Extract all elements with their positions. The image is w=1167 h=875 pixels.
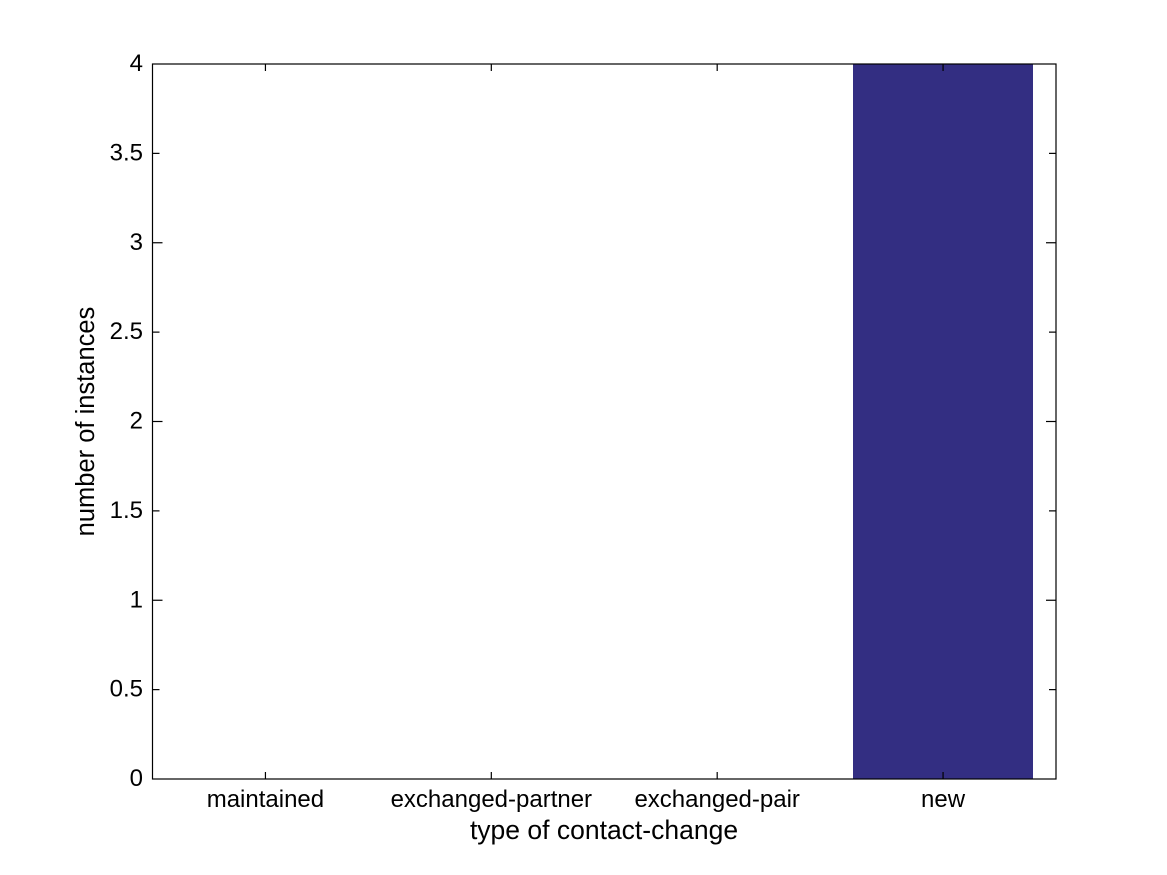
svg-text:1: 1 — [130, 586, 143, 613]
svg-text:2.5: 2.5 — [110, 318, 143, 345]
svg-text:number of instances: number of instances — [72, 307, 100, 537]
svg-text:new: new — [921, 786, 966, 813]
svg-text:0: 0 — [130, 765, 143, 792]
svg-text:4: 4 — [130, 50, 143, 77]
svg-text:0.5: 0.5 — [110, 676, 143, 703]
svg-text:exchanged-partner: exchanged-partner — [391, 786, 592, 813]
svg-text:2: 2 — [130, 408, 143, 435]
svg-text:type of contact-change: type of contact-change — [470, 815, 738, 845]
svg-text:exchanged-pair: exchanged-pair — [634, 786, 799, 813]
svg-text:3: 3 — [130, 229, 143, 256]
svg-text:maintained: maintained — [207, 786, 324, 813]
svg-text:3.5: 3.5 — [110, 139, 143, 166]
svg-text:1.5: 1.5 — [110, 497, 143, 524]
